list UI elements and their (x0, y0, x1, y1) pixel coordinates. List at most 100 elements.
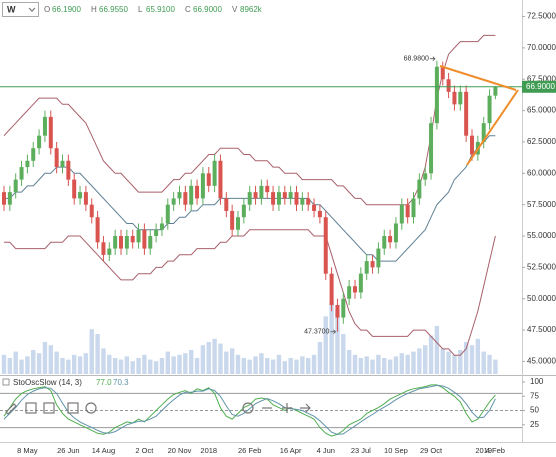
volume-bar (218, 343, 223, 374)
volume-bar (36, 353, 42, 374)
candle-body (341, 298, 346, 318)
candle-body (159, 223, 164, 230)
table-tool[interactable] (25, 402, 37, 414)
candle-body (276, 192, 281, 205)
candle-body (329, 273, 334, 306)
candle-body (493, 86, 498, 96)
draw-tool[interactable] (5, 403, 17, 415)
candle-body (347, 286, 352, 299)
zoom-tool[interactable] (85, 402, 97, 414)
volume-bar (364, 356, 369, 374)
volume-bar (428, 335, 434, 374)
candle-body (323, 217, 328, 274)
annotation-label: 68.9800 (404, 56, 429, 63)
candle-body (83, 192, 88, 205)
candle-body (124, 236, 129, 249)
candle-body (288, 192, 293, 199)
volume-bar (294, 359, 299, 374)
y-tick-label: 50.0000 (527, 294, 556, 303)
field-value: 66.1900 (52, 5, 81, 14)
volume-bar (452, 354, 457, 374)
legend-toggle[interactable] (2, 378, 10, 386)
volume-bar (142, 354, 147, 374)
candle-body (399, 204, 404, 224)
volume-bar (323, 316, 328, 374)
candle-body (72, 179, 77, 199)
volume-bar (341, 334, 346, 374)
volume-bar (95, 334, 100, 374)
candle-body (411, 198, 416, 218)
y-tick-label: 62.5000 (527, 137, 556, 146)
volume-bar (288, 358, 293, 374)
interval-select[interactable] (2, 2, 39, 17)
reset-button[interactable] (242, 402, 254, 414)
candle-body (66, 160, 71, 180)
volume-bar (7, 358, 13, 374)
zoom-in[interactable] (282, 403, 292, 413)
volume-bar (329, 302, 334, 374)
candle-body (189, 185, 194, 205)
candle-body (253, 192, 258, 199)
candle-body (89, 204, 94, 218)
x-tick-label: 4 Jun (317, 446, 335, 455)
volume-bar (159, 358, 165, 374)
volume-bar (440, 348, 445, 374)
volume-bar (200, 345, 206, 374)
candle-body (19, 167, 24, 180)
y-tick-label: 70.0000 (527, 43, 556, 52)
y-tick-label: 100 (530, 377, 544, 386)
volume-bar (458, 350, 463, 374)
x-tick-label: 26 Jun (57, 446, 80, 455)
interval: W (7, 4, 16, 14)
dropdown-arrow (28, 7, 36, 12)
candle-body (119, 236, 123, 249)
volume-bar (382, 358, 387, 374)
candle-body (317, 210, 322, 218)
candle-body (183, 192, 188, 205)
volume-bar (165, 351, 170, 374)
field-name: C (185, 5, 191, 14)
y-tick-label: 65.0000 (527, 106, 556, 115)
y-tick-label: 25 (530, 420, 539, 429)
volume-bar (387, 359, 393, 374)
candle-body (130, 236, 135, 243)
volume-bar (306, 358, 311, 374)
last-price-box (522, 80, 556, 93)
volume-bar (463, 342, 469, 374)
volume-bar (300, 356, 305, 374)
candle-body (382, 236, 387, 249)
candle-body (388, 236, 393, 243)
candle-body (195, 185, 200, 199)
candle-body (218, 160, 223, 199)
volume-bar (352, 354, 358, 374)
trendline[interactable] (466, 89, 519, 166)
candle-body (236, 217, 240, 230)
candle-body (7, 192, 12, 205)
volume-bar (393, 356, 399, 374)
volume-bar (118, 359, 124, 374)
field-value: 66.9550 (99, 5, 128, 14)
candle-body (440, 66, 445, 80)
volume-bar (148, 359, 153, 374)
candle-body (206, 173, 211, 186)
volume-bar (31, 350, 36, 374)
volume-bar (270, 359, 276, 374)
candle-body (470, 135, 474, 155)
export-tool[interactable] (43, 402, 55, 414)
scroll-right[interactable] (300, 403, 311, 413)
volume-bar (136, 358, 141, 374)
oscillator-value: 70.3 (113, 378, 129, 387)
volume-bar (183, 353, 188, 374)
volume-bar (276, 354, 282, 374)
y-tick-label: 50 (530, 406, 539, 415)
candle-body (25, 160, 30, 168)
settings-tool[interactable] (67, 402, 79, 414)
candle-body (364, 261, 369, 274)
volume-bar (405, 354, 410, 374)
volume-bar (475, 338, 481, 374)
candle-body (271, 192, 276, 205)
trendline[interactable] (439, 65, 517, 91)
volume-bar (265, 358, 270, 374)
volume-bar (130, 361, 135, 374)
y-tick-label: 52.5000 (527, 262, 556, 271)
